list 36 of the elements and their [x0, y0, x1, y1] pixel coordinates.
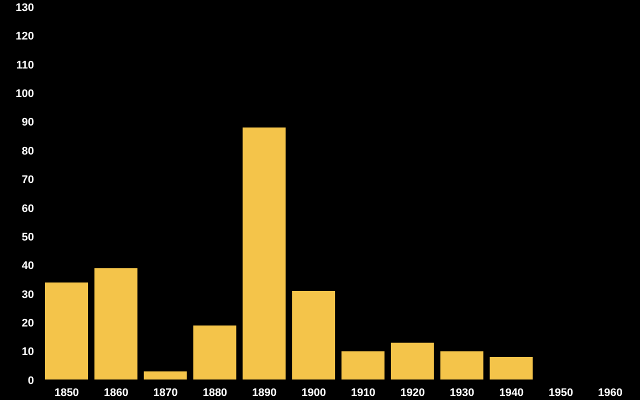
bar — [242, 128, 286, 380]
x-tick-label: 1870 — [153, 386, 178, 399]
x-tick-label: 1910 — [350, 386, 376, 399]
y-tick-label: 110 — [16, 59, 34, 72]
y-tick-label: 10 — [22, 346, 34, 358]
y-tick-label: 50 — [22, 231, 34, 244]
x-tick-label: 1860 — [104, 386, 128, 399]
y-tick-label: 130 — [16, 2, 34, 14]
y-tick-label: 70 — [22, 174, 34, 186]
y-tick-label: 100 — [16, 88, 34, 100]
y-tick-label: 60 — [22, 202, 34, 215]
y-tick-label: 0 — [28, 374, 34, 387]
bar — [440, 351, 484, 380]
bar — [45, 282, 88, 380]
x-tick-label: 1880 — [202, 386, 228, 399]
x-tick-label: 1850 — [54, 386, 79, 399]
y-tick-label: 40 — [22, 260, 34, 272]
x-tick-label: 1920 — [400, 386, 425, 399]
x-tick-label: 1960 — [598, 386, 623, 399]
bar — [292, 291, 336, 380]
x-tick-label: 1930 — [450, 386, 474, 399]
x-tick-label: 1900 — [302, 386, 326, 399]
y-tick-label: 80 — [22, 145, 34, 158]
x-tick-label: 1890 — [252, 386, 277, 399]
x-tick-label: 1940 — [499, 386, 524, 399]
y-tick-label: 90 — [22, 116, 34, 129]
bar — [490, 357, 533, 380]
bar — [94, 268, 138, 380]
bar — [144, 371, 187, 380]
y-tick-label: 120 — [16, 30, 34, 43]
y-tick-label: 20 — [22, 318, 34, 330]
bar — [342, 351, 384, 380]
y-tick-label: 30 — [22, 288, 34, 301]
bar — [390, 342, 434, 380]
bar — [193, 325, 236, 380]
x-tick-label: 1950 — [548, 386, 574, 399]
